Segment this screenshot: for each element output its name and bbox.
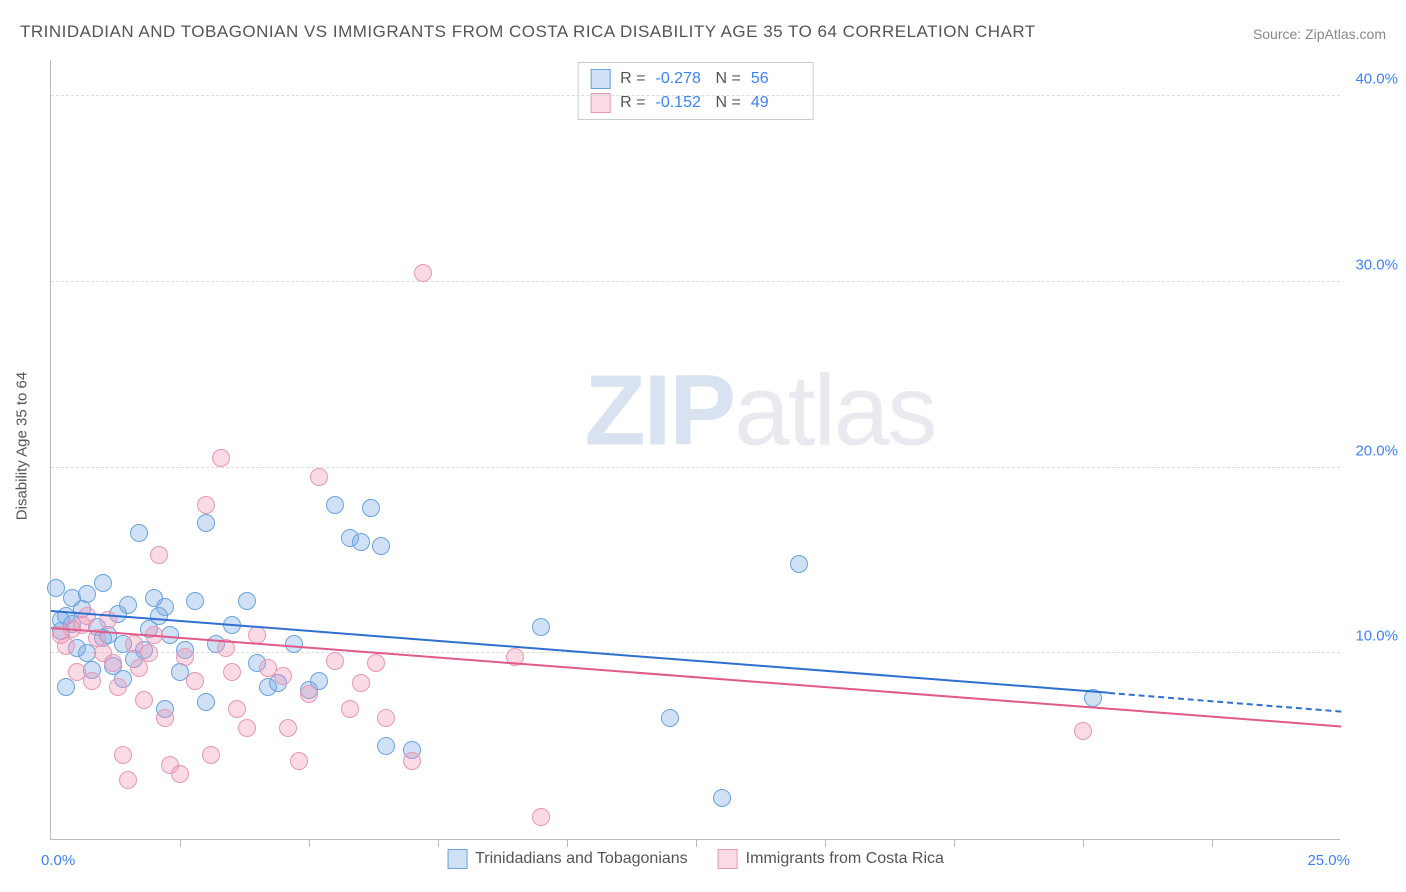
scatter-point	[300, 685, 318, 703]
x-axis-tick	[1212, 839, 1213, 847]
scatter-point	[150, 546, 168, 564]
scatter-point	[186, 592, 204, 610]
scatter-point	[130, 659, 148, 677]
series-legend: Trinidadians and Tobagonians Immigrants f…	[447, 849, 944, 869]
scatter-point	[114, 746, 132, 764]
x-axis-tick	[309, 839, 310, 847]
scatter-point	[372, 537, 390, 555]
scatter-point	[661, 709, 679, 727]
scatter-point	[197, 496, 215, 514]
scatter-point	[362, 499, 380, 517]
scatter-point	[238, 592, 256, 610]
scatter-point	[274, 667, 292, 685]
x-axis-tick	[1083, 839, 1084, 847]
scatter-point	[109, 678, 127, 696]
scatter-point	[212, 449, 230, 467]
scatter-point	[367, 654, 385, 672]
scatter-point	[140, 644, 158, 662]
scatter-point	[104, 654, 122, 672]
stat-label-n: N =	[716, 94, 741, 112]
x-axis-tick	[180, 839, 181, 847]
watermark: ZIPatlas	[585, 353, 936, 468]
x-axis-max-label: 25.0%	[1307, 852, 1350, 869]
legend-item: Immigrants from Costa Rica	[718, 849, 944, 869]
watermark-atlas: atlas	[734, 354, 935, 466]
legend-swatch	[447, 849, 467, 869]
scatter-point	[341, 700, 359, 718]
y-axis-tick-label: 40.0%	[1355, 71, 1398, 88]
grid-line	[51, 281, 1340, 282]
scatter-point	[532, 808, 550, 826]
legend-item: Trinidadians and Tobagonians	[447, 849, 688, 869]
scatter-point	[228, 700, 246, 718]
scatter-point	[94, 574, 112, 592]
scatter-point	[78, 585, 96, 603]
scatter-point	[403, 752, 421, 770]
scatter-point	[414, 264, 432, 282]
scatter-point	[186, 672, 204, 690]
scatter-point	[57, 678, 75, 696]
scatter-point	[197, 693, 215, 711]
x-axis-tick	[696, 839, 697, 847]
legend-label: Trinidadians and Tobagonians	[475, 850, 688, 868]
scatter-point	[326, 652, 344, 670]
stat-value-n: 49	[751, 94, 801, 112]
scatter-point	[532, 618, 550, 636]
legend-label: Immigrants from Costa Rica	[746, 850, 944, 868]
stat-value-r: -0.152	[656, 94, 706, 112]
stat-label-r: R =	[620, 94, 645, 112]
chart-title: TRINIDADIAN AND TOBAGONIAN VS IMMIGRANTS…	[20, 22, 1036, 42]
scatter-point	[135, 691, 153, 709]
scatter-point	[285, 635, 303, 653]
x-axis-tick	[438, 839, 439, 847]
scatter-point	[171, 765, 189, 783]
x-axis-tick	[954, 839, 955, 847]
scatter-point	[238, 719, 256, 737]
scatter-point	[119, 596, 137, 614]
x-axis-tick	[825, 839, 826, 847]
scatter-point	[83, 672, 101, 690]
y-axis-tick-label: 30.0%	[1355, 256, 1398, 273]
scatter-point	[290, 752, 308, 770]
stats-row: R = -0.278 N = 56	[590, 67, 801, 91]
scatter-point	[119, 771, 137, 789]
scatter-point	[176, 648, 194, 666]
stat-value-r: -0.278	[656, 70, 706, 88]
scatter-point	[310, 468, 328, 486]
stat-label-n: N =	[716, 70, 741, 88]
x-axis-tick	[567, 839, 568, 847]
scatter-point	[377, 709, 395, 727]
stat-label-r: R =	[620, 70, 645, 88]
scatter-point	[713, 789, 731, 807]
grid-line	[51, 95, 1340, 96]
watermark-zip: ZIP	[585, 354, 735, 466]
scatter-point	[197, 514, 215, 532]
source-attribution: Source: ZipAtlas.com	[1253, 26, 1386, 42]
legend-swatch	[590, 69, 610, 89]
scatter-point	[326, 496, 344, 514]
y-axis-tick-label: 10.0%	[1355, 628, 1398, 645]
scatter-point	[790, 555, 808, 573]
x-axis-min-label: 0.0%	[41, 852, 75, 869]
grid-line	[51, 467, 1340, 468]
y-axis-label: Disability Age 35 to 64	[14, 372, 31, 520]
plot-area: ZIPatlas R =-0.278N =56R =-0.152N =49 Tr…	[50, 60, 1340, 840]
scatter-point	[78, 607, 96, 625]
scatter-point	[202, 746, 220, 764]
scatter-point	[377, 737, 395, 755]
scatter-point	[156, 709, 174, 727]
scatter-point	[352, 674, 370, 692]
scatter-point	[57, 637, 75, 655]
legend-swatch	[718, 849, 738, 869]
scatter-point	[223, 663, 241, 681]
y-axis-tick-label: 20.0%	[1355, 442, 1398, 459]
scatter-point	[1074, 722, 1092, 740]
correlation-stats-box: R = -0.278 N = 56 R = -0.152 N = 49	[577, 62, 814, 120]
scatter-point	[352, 533, 370, 551]
grid-line	[51, 652, 1340, 653]
scatter-point	[279, 719, 297, 737]
scatter-point	[130, 524, 148, 542]
stat-value-n: 56	[751, 70, 801, 88]
scatter-point	[156, 598, 174, 616]
